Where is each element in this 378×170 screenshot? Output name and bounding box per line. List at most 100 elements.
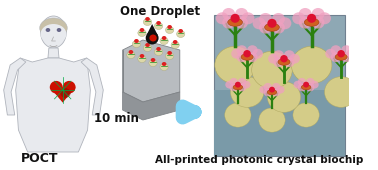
Ellipse shape	[231, 14, 240, 23]
Ellipse shape	[299, 8, 311, 20]
Ellipse shape	[177, 30, 185, 38]
Ellipse shape	[279, 17, 291, 29]
Ellipse shape	[215, 46, 256, 84]
Ellipse shape	[50, 81, 63, 94]
Ellipse shape	[143, 19, 152, 26]
Ellipse shape	[253, 17, 265, 29]
Ellipse shape	[162, 36, 166, 40]
Ellipse shape	[259, 108, 285, 132]
Ellipse shape	[324, 77, 358, 107]
Ellipse shape	[291, 46, 332, 84]
Ellipse shape	[237, 52, 247, 62]
Ellipse shape	[242, 12, 254, 24]
Ellipse shape	[229, 84, 238, 91]
Polygon shape	[214, 15, 345, 156]
Ellipse shape	[145, 43, 150, 47]
Ellipse shape	[166, 27, 174, 33]
Ellipse shape	[160, 64, 168, 71]
Ellipse shape	[243, 50, 251, 57]
Ellipse shape	[138, 30, 146, 37]
Polygon shape	[147, 24, 158, 35]
Ellipse shape	[269, 87, 275, 93]
Ellipse shape	[167, 25, 172, 29]
Ellipse shape	[265, 23, 279, 31]
Ellipse shape	[307, 14, 316, 23]
Ellipse shape	[303, 82, 309, 88]
Ellipse shape	[237, 45, 247, 55]
Ellipse shape	[225, 103, 251, 127]
Ellipse shape	[156, 47, 161, 51]
Ellipse shape	[242, 81, 251, 89]
Ellipse shape	[294, 81, 302, 89]
Ellipse shape	[259, 86, 268, 94]
Ellipse shape	[311, 8, 325, 20]
Ellipse shape	[63, 81, 76, 94]
Ellipse shape	[247, 45, 258, 55]
Ellipse shape	[272, 22, 285, 34]
Ellipse shape	[140, 54, 144, 58]
Ellipse shape	[151, 58, 155, 62]
Ellipse shape	[293, 103, 319, 127]
Ellipse shape	[253, 49, 263, 59]
Ellipse shape	[284, 50, 294, 60]
Ellipse shape	[235, 82, 241, 88]
Ellipse shape	[330, 45, 341, 55]
Ellipse shape	[259, 22, 272, 34]
Ellipse shape	[40, 18, 67, 38]
Ellipse shape	[310, 81, 319, 89]
Ellipse shape	[231, 77, 264, 107]
Polygon shape	[214, 90, 345, 156]
Ellipse shape	[272, 89, 280, 96]
Ellipse shape	[167, 51, 172, 55]
Ellipse shape	[235, 8, 248, 20]
Ellipse shape	[235, 17, 248, 29]
Text: 10 min: 10 min	[94, 113, 139, 125]
Polygon shape	[48, 48, 59, 58]
Ellipse shape	[222, 17, 235, 29]
Ellipse shape	[178, 29, 183, 33]
Ellipse shape	[289, 54, 300, 64]
Ellipse shape	[60, 88, 71, 98]
Ellipse shape	[247, 52, 258, 62]
Ellipse shape	[268, 54, 279, 64]
Ellipse shape	[228, 18, 242, 26]
Ellipse shape	[341, 45, 352, 55]
Ellipse shape	[127, 52, 135, 58]
Ellipse shape	[134, 39, 139, 43]
Polygon shape	[122, 92, 180, 120]
Ellipse shape	[318, 12, 331, 24]
Ellipse shape	[337, 50, 345, 57]
Ellipse shape	[160, 38, 168, 45]
Ellipse shape	[155, 22, 163, 30]
Ellipse shape	[252, 51, 292, 89]
Polygon shape	[122, 40, 180, 102]
Ellipse shape	[311, 17, 325, 29]
Ellipse shape	[259, 13, 272, 25]
Ellipse shape	[57, 28, 61, 32]
Ellipse shape	[330, 52, 341, 62]
Ellipse shape	[292, 12, 305, 24]
Ellipse shape	[155, 48, 163, 55]
Ellipse shape	[272, 83, 280, 91]
Ellipse shape	[299, 17, 311, 29]
Ellipse shape	[173, 40, 178, 44]
Ellipse shape	[129, 50, 133, 54]
Ellipse shape	[241, 54, 253, 60]
Ellipse shape	[166, 53, 174, 60]
Ellipse shape	[149, 35, 157, 41]
Text: One Droplet: One Droplet	[120, 5, 200, 18]
Ellipse shape	[304, 18, 319, 26]
Polygon shape	[15, 58, 90, 152]
Ellipse shape	[267, 90, 277, 95]
Ellipse shape	[231, 49, 242, 59]
Ellipse shape	[280, 55, 288, 62]
Polygon shape	[4, 58, 26, 115]
Ellipse shape	[225, 81, 234, 89]
Ellipse shape	[341, 52, 352, 62]
Ellipse shape	[335, 54, 347, 60]
Ellipse shape	[273, 50, 284, 60]
FancyArrowPatch shape	[183, 106, 195, 118]
Ellipse shape	[149, 59, 157, 66]
Ellipse shape	[301, 85, 311, 90]
Ellipse shape	[132, 40, 141, 47]
